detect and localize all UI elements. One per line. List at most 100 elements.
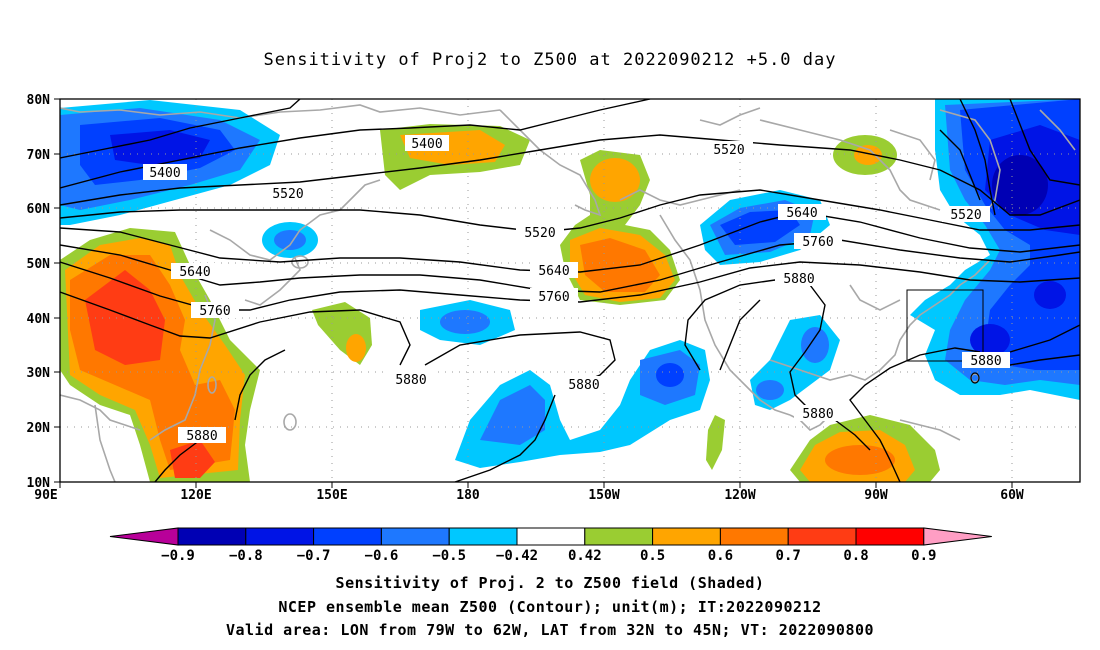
plot-frame [59,98,1081,483]
positive-region [854,145,882,165]
colorbar-swatch [652,527,721,546]
lon-label: 120W [724,488,755,503]
lon-label: 120E [180,488,211,503]
colorbar-label: −0.42 [496,548,538,564]
contour-label: 5880 [962,352,1010,369]
contour-label-layer: 5400 5400 5520 5520 5520 5520 5640 5640 … [143,135,1010,444]
contour-line [1009,99,1080,186]
positive-region [346,334,366,362]
lat-label: 40N [27,312,51,327]
svg-text:5760: 5760 [538,290,569,305]
contour-label: 5400 [143,164,187,181]
contour-line [424,331,616,386]
svg-text:5640: 5640 [179,265,210,280]
contour-label: 5400 [405,135,449,152]
lon-label: 90E [34,488,57,503]
contour-label: 5640 [171,263,219,280]
lat-label: 10N [27,476,51,491]
contour-label: 5520 [264,185,312,202]
positive-region [170,440,215,478]
svg-text:5640: 5640 [786,206,817,221]
svg-text:5520: 5520 [524,226,555,241]
colorbar-swatch [380,527,450,546]
colorbar-label: −0.9 [161,548,195,564]
svg-text:5520: 5520 [950,208,981,223]
negative-region [970,324,1010,356]
lat-label: 60N [27,202,51,217]
lat-label: 80N [27,93,51,108]
colorbar-label: 0.9 [911,548,936,564]
map-title: Sensitivity of Proj2 to Z500 at 20220902… [263,50,837,70]
lon-label: 180 [456,488,480,503]
contour-line [1009,324,1080,353]
lat-label: 30N [27,366,51,381]
colorbar-label: −0.6 [365,548,399,564]
colorbar-label: 0.5 [640,548,665,564]
negative-region [274,230,306,250]
contour-line [959,99,996,216]
colorbar-swatch [516,527,586,546]
colorbar: −0.9 −0.8 −0.7 −0.6 −0.5 −0.42 0.42 0.5 0.6 0.7 0.… [109,527,992,564]
contour-line [849,347,981,482]
contour-line [234,349,286,421]
lat-label: 70N [27,148,51,163]
contour-line [939,169,1080,216]
contour-label: 5760 [794,233,842,250]
contour-label: 5520 [705,141,753,158]
contour-label: 5640 [530,262,578,279]
colorbar-swatch [245,527,315,546]
positive-region [580,238,660,292]
contour-label: 5880 [387,371,435,388]
svg-text:5520: 5520 [713,143,744,158]
negative-region [756,380,784,400]
svg-text:5640: 5640 [538,264,569,279]
contour-label: 5520 [942,206,990,223]
caption-line-2: NCEP ensemble mean Z500 (Contour); unit(… [278,598,822,616]
colorbar-swatch [719,527,789,546]
contour-line [60,291,411,366]
svg-text:5880: 5880 [970,354,1001,369]
contour-label: 5760 [530,288,578,305]
colorbar-swatch [855,527,925,546]
svg-text:5880: 5880 [802,407,833,422]
colorbar-label: 0.42 [568,548,602,564]
contour-line [60,134,941,206]
lon-label: 150W [588,488,619,503]
colorbar-label: 0.8 [843,548,868,564]
negative-region [992,155,1048,215]
caption-line-1: Sensitivity of Proj. 2 to Z500 field (Sh… [335,574,765,592]
colorbar-arrow-low [109,527,179,546]
contour-label: 5880 [178,427,226,444]
caption-line-3: Valid area: LON from 79W to 62W, LAT fro… [225,621,875,639]
contour-label: 5760 [191,302,239,319]
contour-label: 5880 [794,405,842,422]
svg-text:5400: 5400 [149,166,180,181]
axis-ticks [54,98,1013,488]
positive-region [825,445,895,475]
contour-line [454,394,556,482]
contour-label: 5880 [560,376,608,393]
svg-text:5520: 5520 [272,187,303,202]
colorbar-label: −0.8 [229,548,263,564]
colorbar-label: 0.6 [708,548,733,564]
svg-text:5760: 5760 [199,304,230,319]
svg-text:5760: 5760 [802,235,833,250]
positive-region [706,415,725,470]
svg-text:5880: 5880 [186,429,217,444]
positive-region [85,270,165,365]
lon-label: 150E [316,488,347,503]
colorbar-swatch [448,527,518,546]
svg-text:5400: 5400 [411,137,442,152]
svg-text:5880: 5880 [568,378,599,393]
contour-line [719,299,761,371]
contour-line [60,211,1080,273]
contour-line [834,419,871,451]
longitude-labels: 90E 120E 150E 180 150W 120W 90W 60W [34,488,1024,503]
contour-label: 5520 [516,224,564,241]
latitude-labels: 80N 70N 60N 50N 40N 30N 20N 10N [27,93,51,491]
contour-line [60,189,1080,233]
valid-area-box [906,289,984,362]
colorbar-swatch [177,527,247,546]
colorbar-swatch [584,527,654,546]
colorbar-label: 0.7 [776,548,801,564]
